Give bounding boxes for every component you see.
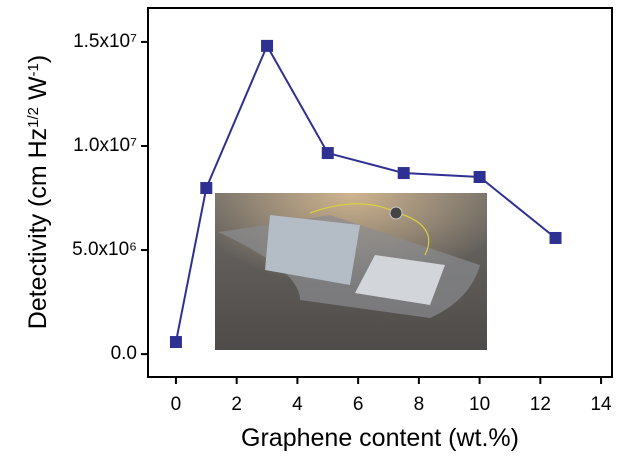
- y-tick-label: 1.0x10⁷: [73, 135, 137, 156]
- y-axis-label-part: W: [24, 76, 52, 107]
- x-tick-label: 14: [590, 394, 612, 415]
- x-tick-label: 0: [171, 394, 182, 415]
- chart: Detectivity (cm Hz1/2 W-1) Graphene cont…: [0, 0, 619, 465]
- data-point: [474, 171, 486, 183]
- x-tick-label: 6: [353, 394, 364, 415]
- data-point: [322, 147, 334, 159]
- x-tick-label: 4: [292, 394, 303, 415]
- y-tick-label: 1.5x10⁷: [73, 31, 137, 52]
- y-axis-label-text: Detectivity (cm Hz1/2 W-1): [24, 55, 52, 329]
- data-point: [261, 40, 273, 52]
- y-tick-label: 5.0x10⁶: [72, 239, 137, 260]
- y-axis-label-superscript: 1/2: [25, 107, 42, 128]
- x-tick-label: 8: [414, 394, 425, 415]
- y-axis-label-part: Detectivity (cm Hz: [24, 128, 52, 329]
- y-axis-label-part: ): [24, 55, 52, 63]
- y-axis-label: Detectivity (cm Hz1/2 W-1): [24, 55, 52, 329]
- x-tick-label: 2: [231, 394, 242, 415]
- inset-photo: [215, 193, 487, 350]
- data-point: [170, 336, 182, 348]
- data-point: [398, 167, 410, 179]
- data-point: [550, 232, 562, 244]
- x-tick-label: 12: [530, 394, 551, 415]
- data-point: [200, 182, 212, 194]
- x-tick-label: 10: [469, 394, 490, 415]
- y-axis-label-superscript: -1: [25, 63, 42, 76]
- y-tick-label: 0.0: [111, 343, 137, 364]
- x-axis-label: Graphene content (wt.%): [241, 424, 519, 452]
